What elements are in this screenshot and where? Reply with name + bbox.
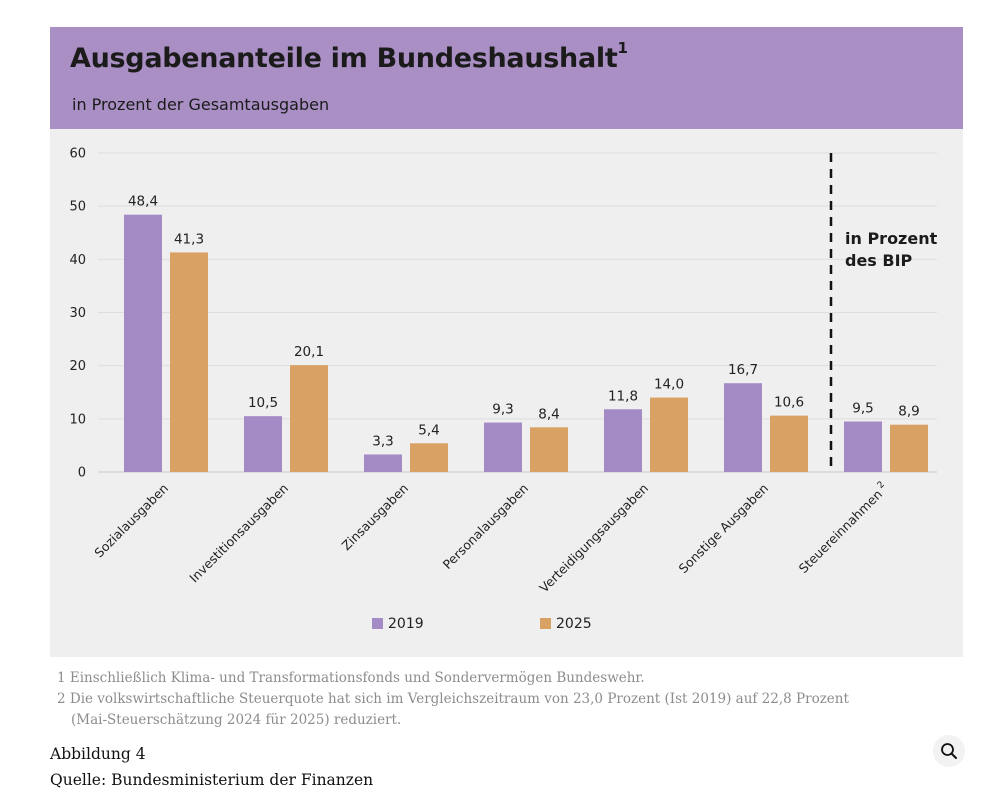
legend-swatch-2025 <box>540 618 551 629</box>
data-label-2019: 3,3 <box>372 433 393 449</box>
bar-2025 <box>170 252 208 472</box>
chart-title: Ausgabenanteile im Bundeshaushalt1 <box>70 39 628 74</box>
bar-2019 <box>724 383 762 472</box>
bar-2025 <box>290 365 328 472</box>
legend-label: 2019 <box>388 616 424 632</box>
category-label: Verteidigungsausgaben <box>536 481 651 596</box>
legend-swatch-2019 <box>372 618 383 629</box>
bar-2025 <box>530 427 568 472</box>
footnote-1: 1 Einschließlich Klima- und Transformati… <box>57 670 645 686</box>
y-tick-label: 0 <box>78 466 86 481</box>
chart-panel: Ausgabenanteile im Bundeshaushalt1 in Pr… <box>50 27 963 657</box>
data-label-2025: 8,9 <box>898 404 919 420</box>
bar-2019 <box>844 421 882 472</box>
chart-header: Ausgabenanteile im Bundeshaushalt1 in Pr… <box>50 27 963 129</box>
bar-2019 <box>244 416 282 472</box>
source-caption: Quelle: Bundesministerium der Finanzen <box>50 771 374 789</box>
bar-2025 <box>770 415 808 472</box>
annotation-text: in Prozent <box>845 229 938 248</box>
category-label: Personalausgaben <box>440 481 531 572</box>
bar-2019 <box>604 409 642 472</box>
legend-label: 2025 <box>556 616 592 632</box>
data-label-2025: 5,4 <box>418 422 439 438</box>
bar-2025 <box>410 443 448 472</box>
bar-chart: 0 10 20 30 40 50 60 48,4 41,3 Sozialausgaben 10,5 2… <box>69 147 938 633</box>
data-label-2025: 20,1 <box>294 344 324 360</box>
bar-2019 <box>484 422 522 472</box>
y-tick-label: 20 <box>69 359 86 374</box>
data-label-2025: 41,3 <box>174 231 204 247</box>
data-label-2025: 10,6 <box>774 395 804 411</box>
zoom-button[interactable] <box>933 735 965 767</box>
category-label: Investitionsausgaben <box>186 481 291 586</box>
data-label-2019: 9,3 <box>492 402 513 418</box>
data-label-2019: 10,5 <box>248 395 278 411</box>
data-label-2019: 9,5 <box>852 400 873 416</box>
y-tick-label: 50 <box>69 200 86 215</box>
chart-subtitle: in Prozent der Gesamtausgaben <box>72 95 330 114</box>
data-label-2025: 14,0 <box>654 377 684 393</box>
magnifier-icon <box>941 743 957 759</box>
category-label: Sonstige Ausgaben <box>676 481 772 577</box>
category-label: Steuereinnahmen 2 <box>795 480 891 576</box>
bar-2025 <box>890 424 928 472</box>
data-label-2019: 16,7 <box>728 362 758 378</box>
title-footnote-marker: 1 <box>617 39 628 57</box>
y-tick-label: 10 <box>69 412 86 427</box>
bar-2019 <box>124 214 162 472</box>
data-label-2019: 11,8 <box>608 388 638 404</box>
annotation-text: des BIP <box>845 251 913 270</box>
bar-2019 <box>364 454 402 472</box>
footnote-2: 2 Die volkswirtschaftliche Steuerquote h… <box>57 691 849 707</box>
y-tick-label: 40 <box>69 253 86 268</box>
category-footnote-marker: 2 <box>874 480 887 493</box>
footnotes: 1 Einschließlich Klima- und Transformati… <box>57 668 849 731</box>
bar-2025 <box>650 397 688 472</box>
y-tick-label: 60 <box>69 147 86 162</box>
footnote-2-continued: (Mai-Steuerschätzung 2024 für 2025) redu… <box>71 712 402 728</box>
category-label: Zinsausgaben <box>338 481 411 554</box>
y-tick-label: 30 <box>69 306 86 321</box>
figure-caption: Abbildung 4 <box>50 745 146 763</box>
data-label-2025: 8,4 <box>538 406 559 422</box>
category-label: Sozialausgaben <box>91 481 171 561</box>
data-label-2019: 48,4 <box>128 194 158 210</box>
